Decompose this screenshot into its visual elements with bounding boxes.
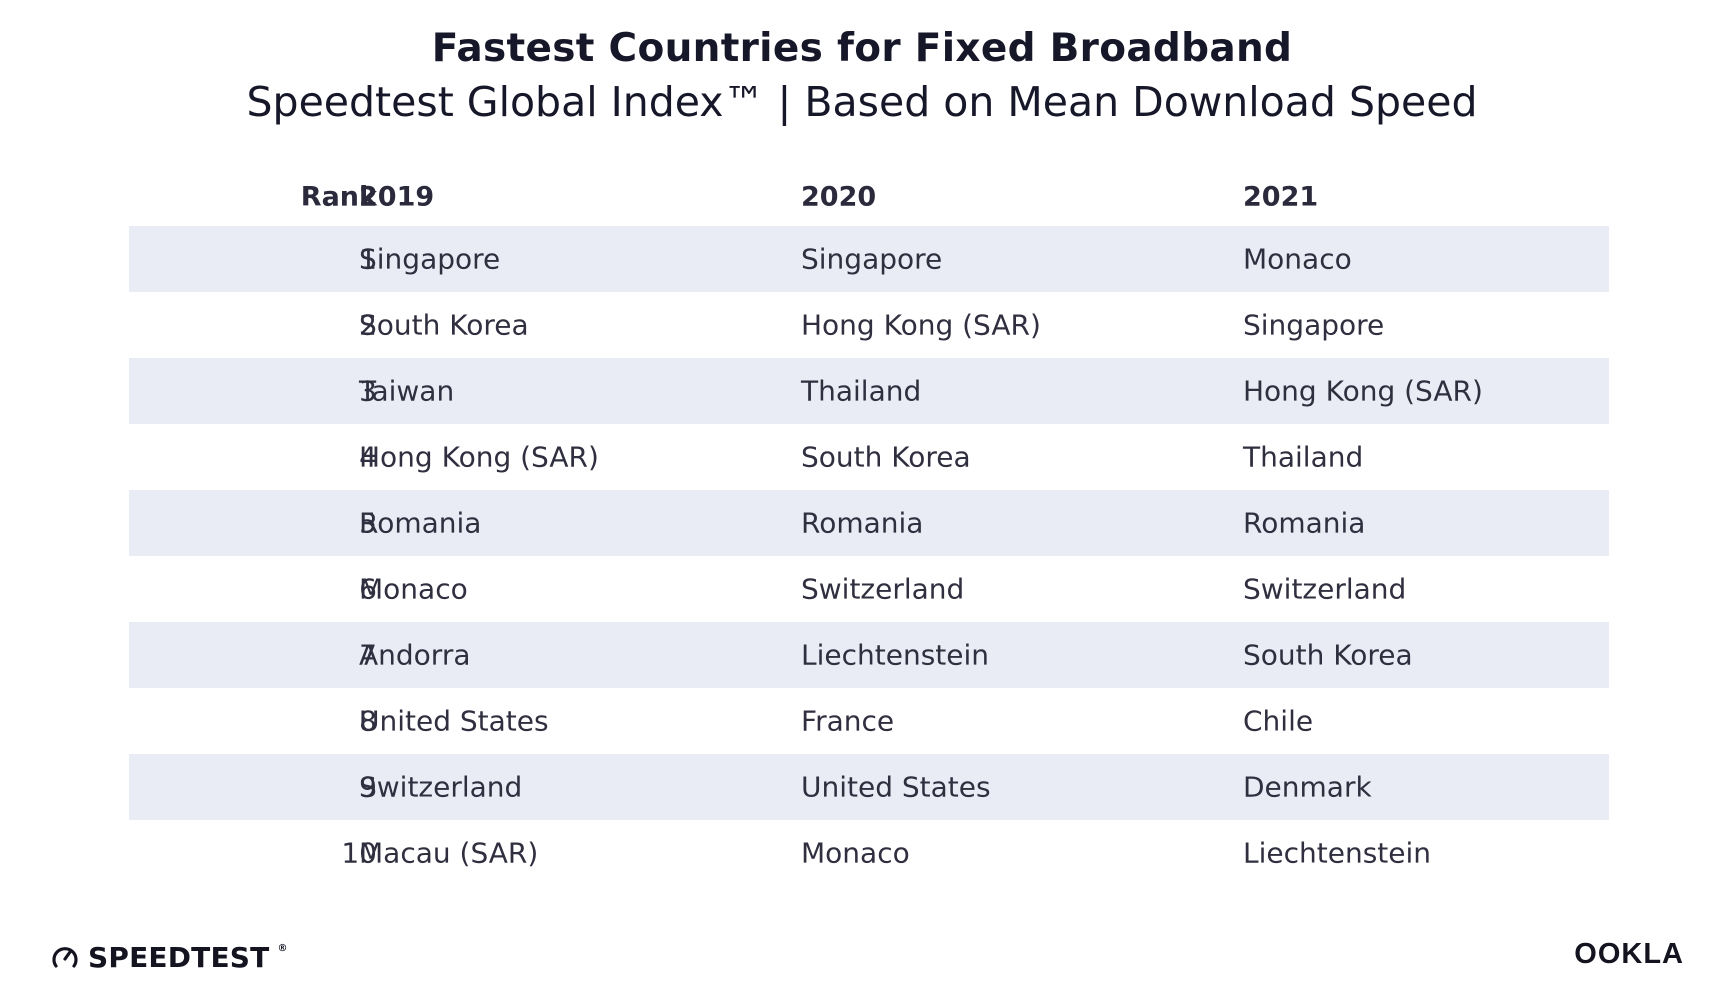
cell-2021: South Korea [1243,638,1413,672]
cell-2021: Chile [1243,704,1314,738]
cell-2020: Liechtenstein [801,638,990,672]
cell-rank: 1 [359,242,377,276]
chart-title: Fastest Countries for Fixed Broadband [431,26,1293,71]
table-row: 8 United States France Chile [129,688,1609,754]
table-row: 10 Macau (SAR) Monaco Liechtenstein [129,820,1609,886]
cell-rank: 4 [359,440,377,474]
speedtest-wordmark: SPEEDTEST [88,940,270,974]
table-row: 9 Switzerland United States Denmark [129,754,1609,820]
cell-2021: Romania [1243,506,1366,540]
table-row: 7 Andorra Liechtenstein South Korea [129,622,1609,688]
cell-2019: Macau (SAR) [359,836,539,870]
header-2019: 2019 [359,181,435,213]
cell-2021: Hong Kong (SAR) [1243,374,1483,408]
cell-2020: France [801,704,895,738]
cell-2021: Thailand [1243,440,1364,474]
header-rank: Rank [300,181,377,213]
table-row: 4 Hong Kong (SAR) South Korea Thailand [129,424,1609,490]
cell-2020: Monaco [801,836,910,870]
cell-2021: Monaco [1243,242,1352,276]
cell-2020: Romania [801,506,924,540]
cell-2020: South Korea [801,440,971,474]
table-header: Rank 2019 2020 2021 [129,168,1609,226]
cell-2021: Singapore [1243,308,1385,342]
table-row: 2 South Korea Hong Kong (SAR) Singapore [129,292,1609,358]
cell-rank: 10 [341,836,377,870]
ranking-table: Rank 2019 2020 2021 1 Singapore Singapore M… [129,168,1609,886]
cell-2020: Switzerland [801,572,965,606]
speedometer-icon [52,947,78,968]
registered-mark: ® [277,942,288,954]
cell-2019: United States [359,704,549,738]
cell-2021: Liechtenstein [1243,836,1432,870]
cell-rank: 2 [359,308,377,342]
ookla-logo: OOKLA [1574,938,1684,970]
cell-rank: 5 [359,506,377,540]
cell-rank: 6 [359,572,377,606]
cell-2020: Thailand [801,374,922,408]
cell-rank: 3 [359,374,377,408]
cell-2019: Monaco [359,572,468,606]
cell-rank: 7 [359,638,377,672]
cell-rank: 9 [359,770,377,804]
table-row: 1 Singapore Singapore Monaco [129,226,1609,292]
cell-2020: United States [801,770,991,804]
table-body: 1 Singapore Singapore Monaco 2 South Korea Hon… [129,226,1609,886]
table-row: 3 Taiwan Thailand Hong Kong (SAR) [129,358,1609,424]
cell-2019: Switzerland [359,770,523,804]
cell-2020: Singapore [801,242,943,276]
cell-2021: Switzerland [1243,572,1407,606]
cell-2019: Andorra [359,638,471,672]
cell-2019: Singapore [359,242,501,276]
cell-2021: Denmark [1243,770,1372,804]
table-row: 6 Monaco Switzerland Switzerland [129,556,1609,622]
chart-subtitle: Speedtest Global Index™ | Based on Mean … [246,78,1478,126]
header-2020: 2020 [801,181,877,213]
cell-2019: South Korea [359,308,529,342]
cell-2020: Hong Kong (SAR) [801,308,1041,342]
header-2021: 2021 [1243,181,1319,213]
cell-2019: Romania [359,506,482,540]
cell-2019: Taiwan [359,374,455,408]
cell-2019: Hong Kong (SAR) [359,440,599,474]
speedtest-logo: SPEEDTEST ® [50,940,287,974]
table-row: 5 Romania Romania Romania [129,490,1609,556]
cell-rank: 8 [359,704,377,738]
